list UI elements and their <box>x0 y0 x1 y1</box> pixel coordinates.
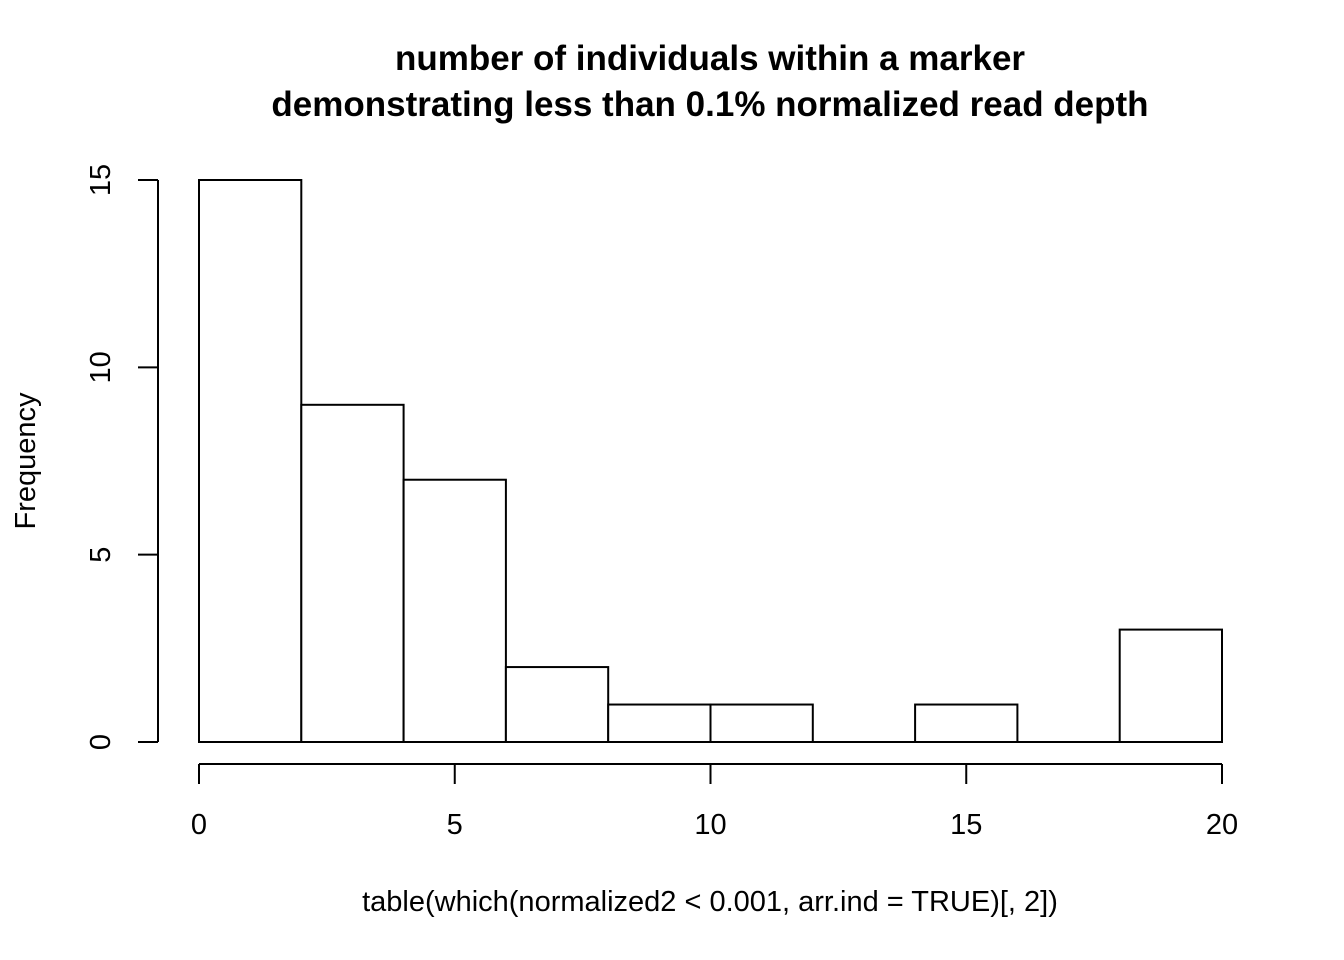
chart-title: number of individuals within a marker de… <box>271 39 1148 124</box>
y-tick-label: 0 <box>85 734 117 750</box>
y-tick-label: 5 <box>85 547 117 563</box>
x-tick-label: 5 <box>447 809 463 841</box>
y-axis: 0 5 10 15 <box>85 164 159 750</box>
histogram-bar-2 <box>300 403 405 743</box>
x-tick-label: 20 <box>1206 809 1238 841</box>
x-tick-label: 10 <box>694 809 726 841</box>
histogram-bar-3 <box>402 478 507 743</box>
x-tick-label: 0 <box>191 809 207 841</box>
y-tick-label: 15 <box>85 164 117 196</box>
histogram-bar-4 <box>504 666 610 743</box>
histogram-bar-8 <box>914 703 1019 743</box>
histogram-bar-10 <box>1118 628 1223 743</box>
y-axis-label: Frequency <box>10 392 42 530</box>
histogram-bar-6 <box>709 703 814 743</box>
histogram-bar-5 <box>607 703 712 743</box>
x-axis: 0 5 10 15 20 <box>191 763 1238 841</box>
histogram-bars <box>198 179 1223 743</box>
histogram-bar-1 <box>198 179 303 743</box>
y-tick-label: 10 <box>85 351 117 383</box>
chart-title-line-2: demonstrating less than 0.1% normalized … <box>271 85 1148 124</box>
x-tick-label: 15 <box>950 809 982 841</box>
chart-title-line-1: number of individuals within a marker <box>395 39 1025 78</box>
x-axis-label: table(which(normalized2 < 0.001, arr.ind… <box>362 886 1058 918</box>
